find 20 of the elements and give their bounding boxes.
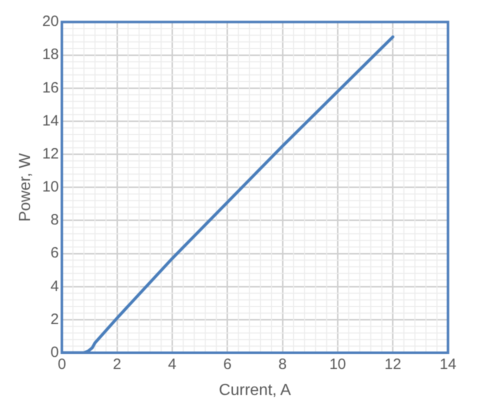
x-axis-title: Current, A [218,382,292,399]
y-tick-label: 4 [50,278,59,295]
y-tick-label: 14 [42,112,59,130]
y-axis-title: Power, W [17,152,34,222]
y-tick-label: 18 [42,46,59,64]
y-tick-label: 0 [50,344,59,361]
x-tick-label: 14 [440,356,456,373]
x-tick-label: 12 [384,356,402,373]
y-tick-label: 8 [50,212,59,229]
x-tick-label: 4 [168,356,176,373]
x-tick-label: 8 [278,356,287,373]
y-tick-label: 20 [42,13,59,30]
x-tick-label: 10 [329,356,346,373]
x-tick-label: 6 [223,356,232,373]
y-tick-label: 10 [42,178,59,196]
y-tick-label: 16 [42,79,59,96]
y-tick-label: 12 [42,145,59,162]
y-tick-label: 6 [50,244,59,262]
x-tick-label: 2 [112,356,122,373]
y-tick-label: 2 [50,310,59,328]
